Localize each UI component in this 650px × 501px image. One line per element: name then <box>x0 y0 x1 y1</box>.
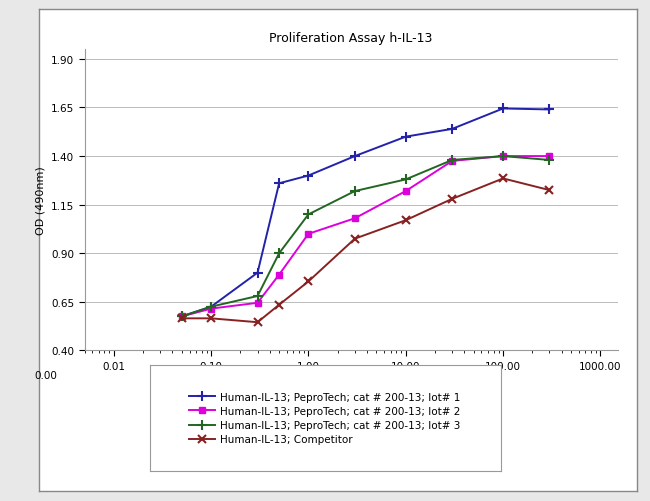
Human-IL-13; PeproTech; cat # 200-13; lot# 2 <box>178 314 186 320</box>
Human-IL-13; PeproTech; cat # 200-13; lot# 2 <box>275 272 283 278</box>
Human-IL-13; PeproTech; cat # 200-13; lot# 2 <box>545 154 553 160</box>
Human-IL-13; PeproTech; cat # 200-13; lot# 3 <box>304 212 312 218</box>
Human-IL-13; PeproTech; cat # 200-13; lot# 3 <box>545 158 553 164</box>
Human-IL-13; Competitor <box>275 302 283 308</box>
Human-IL-13; Competitor <box>254 320 261 326</box>
Legend: Human-IL-13; PeproTech; cat # 200-13; lot# 1, Human-IL-13; PeproTech; cat # 200-: Human-IL-13; PeproTech; cat # 200-13; lo… <box>184 387 466 450</box>
Text: 0.00: 0.00 <box>34 370 58 380</box>
Human-IL-13; PeproTech; cat # 200-13; lot# 1 <box>448 127 456 133</box>
Human-IL-13; PeproTech; cat # 200-13; lot# 3 <box>351 189 359 195</box>
Human-IL-13; PeproTech; cat # 200-13; lot# 2 <box>254 300 261 306</box>
Human-IL-13; Competitor <box>402 218 410 224</box>
Human-IL-13; PeproTech; cat # 200-13; lot# 1 <box>178 314 186 320</box>
Human-IL-13; PeproTech; cat # 200-13; lot# 2 <box>351 216 359 222</box>
Human-IL-13; PeproTech; cat # 200-13; lot# 1 <box>351 154 359 160</box>
Human-IL-13; Competitor <box>304 279 312 285</box>
Human-IL-13; Competitor <box>351 236 359 242</box>
Human-IL-13; PeproTech; cat # 200-13; lot# 2 <box>499 154 507 160</box>
X-axis label: h-IL-13 (ng/ml) [log scale]: h-IL-13 (ng/ml) [log scale] <box>279 378 423 388</box>
Human-IL-13; PeproTech; cat # 200-13; lot# 3 <box>254 294 261 300</box>
Human-IL-13; PeproTech; cat # 200-13; lot# 3 <box>207 304 215 310</box>
Human-IL-13; PeproTech; cat # 200-13; lot# 1 <box>275 181 283 187</box>
Human-IL-13; PeproTech; cat # 200-13; lot# 1 <box>499 106 507 112</box>
Human-IL-13; PeproTech; cat # 200-13; lot# 1 <box>402 134 410 140</box>
Human-IL-13; PeproTech; cat # 200-13; lot# 3 <box>448 158 456 164</box>
Human-IL-13; Competitor <box>545 188 553 194</box>
Human-IL-13; PeproTech; cat # 200-13; lot# 1 <box>254 270 261 276</box>
Human-IL-13; PeproTech; cat # 200-13; lot# 3 <box>402 177 410 183</box>
Title: Proliferation Assay h-IL-13: Proliferation Assay h-IL-13 <box>269 32 433 45</box>
Human-IL-13; PeproTech; cat # 200-13; lot# 2 <box>402 189 410 195</box>
Line: Human-IL-13; Competitor: Human-IL-13; Competitor <box>177 175 554 327</box>
Line: Human-IL-13; PeproTech; cat # 200-13; lot# 2: Human-IL-13; PeproTech; cat # 200-13; lo… <box>179 154 552 320</box>
Human-IL-13; Competitor <box>448 196 456 202</box>
Line: Human-IL-13; PeproTech; cat # 200-13; lot# 1: Human-IL-13; PeproTech; cat # 200-13; lo… <box>177 104 554 322</box>
Human-IL-13; PeproTech; cat # 200-13; lot# 3 <box>275 250 283 257</box>
Human-IL-13; PeproTech; cat # 200-13; lot# 1 <box>545 107 553 113</box>
Human-IL-13; PeproTech; cat # 200-13; lot# 2 <box>304 231 312 237</box>
Line: Human-IL-13; PeproTech; cat # 200-13; lot# 3: Human-IL-13; PeproTech; cat # 200-13; lo… <box>177 152 554 322</box>
Human-IL-13; PeproTech; cat # 200-13; lot# 1 <box>304 173 312 179</box>
Human-IL-13; Competitor <box>499 176 507 182</box>
Y-axis label: OD (490nm): OD (490nm) <box>35 166 46 234</box>
Human-IL-13; Competitor <box>178 316 186 322</box>
Human-IL-13; PeproTech; cat # 200-13; lot# 1 <box>207 304 215 310</box>
Human-IL-13; PeproTech; cat # 200-13; lot# 3 <box>499 154 507 160</box>
Human-IL-13; PeproTech; cat # 200-13; lot# 2 <box>207 306 215 312</box>
Human-IL-13; PeproTech; cat # 200-13; lot# 2 <box>448 159 456 165</box>
Human-IL-13; PeproTech; cat # 200-13; lot# 3 <box>178 314 186 320</box>
Human-IL-13; Competitor <box>207 316 215 322</box>
